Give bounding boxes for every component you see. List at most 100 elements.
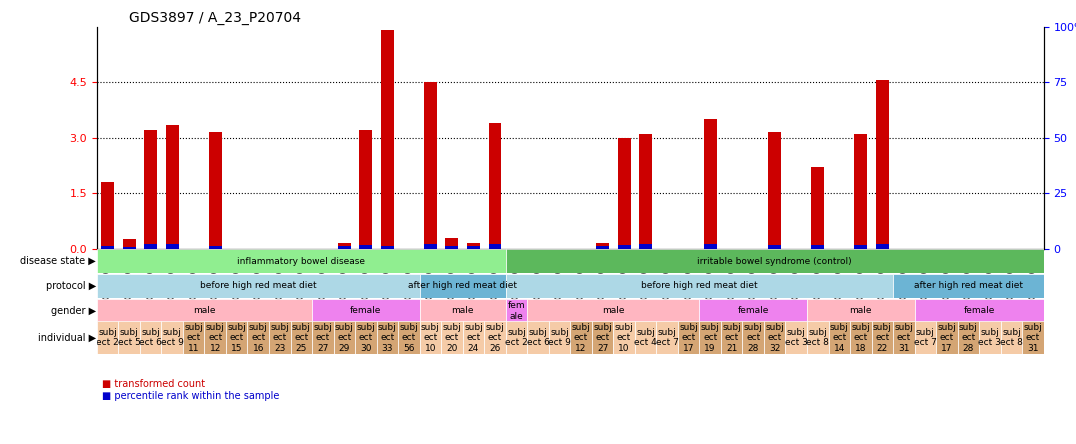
Bar — [936, 321, 958, 354]
Text: subj
ect 2: subj ect 2 — [505, 328, 528, 347]
Bar — [699, 321, 721, 354]
Bar — [506, 274, 893, 298]
Bar — [829, 321, 850, 354]
Bar — [123, 239, 136, 249]
Text: after high red meat diet: after high red meat diet — [914, 281, 1023, 290]
Text: before high red meat diet: before high red meat diet — [641, 281, 758, 290]
Bar — [807, 299, 915, 323]
Text: subj
ect
30: subj ect 30 — [356, 323, 376, 353]
Text: subj
ect
15: subj ect 15 — [227, 323, 246, 353]
Text: female: female — [350, 306, 382, 315]
Text: subj
ect
22: subj ect 22 — [873, 323, 892, 353]
Bar — [144, 244, 157, 249]
Text: subj
ect 7: subj ect 7 — [914, 328, 937, 347]
Bar — [209, 132, 222, 249]
Bar — [678, 321, 699, 354]
Bar — [247, 321, 269, 354]
Bar — [123, 247, 136, 249]
Bar — [854, 134, 867, 249]
Bar — [441, 321, 463, 354]
Text: after high red meat diet: after high red meat diet — [408, 281, 518, 290]
Text: subj
ect
17: subj ect 17 — [679, 323, 698, 353]
Text: subj
ect
11: subj ect 11 — [184, 323, 203, 353]
Bar — [1022, 321, 1044, 354]
Bar — [467, 246, 480, 249]
Bar — [639, 244, 652, 249]
Bar — [915, 299, 1044, 323]
Bar — [721, 321, 742, 354]
Text: male: male — [452, 306, 473, 315]
Bar — [785, 321, 807, 354]
Text: inflammatory bowel disease: inflammatory bowel disease — [238, 257, 365, 266]
Bar — [355, 321, 377, 354]
Text: subj
ect 9: subj ect 9 — [548, 328, 571, 347]
Bar — [979, 321, 1001, 354]
Bar — [506, 249, 1044, 273]
Bar — [958, 321, 979, 354]
Bar — [768, 132, 781, 249]
Text: subj
ect
21: subj ect 21 — [722, 323, 741, 353]
Text: subj
ect 7: subj ect 7 — [655, 328, 679, 347]
Bar — [742, 321, 764, 354]
Text: GDS3897 / A_23_P20704: GDS3897 / A_23_P20704 — [129, 11, 301, 25]
Text: gender ▶: gender ▶ — [51, 306, 96, 316]
Bar — [489, 123, 501, 249]
Bar — [381, 246, 394, 249]
Text: subj
ect
33: subj ect 33 — [378, 323, 397, 353]
Bar — [338, 246, 351, 249]
Bar — [570, 321, 592, 354]
Bar — [338, 243, 351, 249]
Bar — [915, 321, 936, 354]
Bar — [1001, 321, 1022, 354]
Bar — [424, 244, 437, 249]
Bar — [445, 246, 458, 249]
Bar — [445, 238, 458, 249]
Bar — [527, 299, 699, 323]
Text: subj
ect
24: subj ect 24 — [464, 323, 483, 353]
Text: subj
ect
28: subj ect 28 — [959, 323, 978, 353]
Bar — [381, 30, 394, 249]
Text: subj
ect
12: subj ect 12 — [571, 323, 591, 353]
Bar — [699, 299, 807, 323]
Text: subj
ect
10: subj ect 10 — [614, 323, 634, 353]
Bar — [704, 244, 717, 249]
Bar — [334, 321, 355, 354]
Bar — [183, 321, 204, 354]
Text: subj
ect 5: subj ect 5 — [117, 328, 141, 347]
Text: disease state ▶: disease state ▶ — [20, 256, 96, 266]
Bar — [639, 134, 652, 249]
Bar — [484, 321, 506, 354]
Bar — [704, 119, 717, 249]
Bar — [811, 245, 824, 249]
Text: subj
ect
12: subj ect 12 — [206, 323, 225, 353]
Bar — [291, 321, 312, 354]
Bar — [398, 321, 420, 354]
Bar — [97, 249, 506, 273]
Bar — [101, 246, 114, 249]
Bar — [144, 130, 157, 249]
Bar — [312, 321, 334, 354]
Bar — [854, 245, 867, 249]
Bar — [613, 321, 635, 354]
Text: subj
ect 3: subj ect 3 — [978, 328, 1002, 347]
Bar — [420, 274, 506, 298]
Bar — [359, 130, 372, 249]
Bar — [467, 243, 480, 249]
Text: subj
ect
31: subj ect 31 — [894, 323, 914, 353]
Text: female: female — [963, 306, 995, 315]
Bar — [463, 321, 484, 354]
Bar — [656, 321, 678, 354]
Bar — [226, 321, 247, 354]
Bar — [618, 245, 631, 249]
Bar — [377, 321, 398, 354]
Bar — [596, 243, 609, 249]
Text: subj
ect
23: subj ect 23 — [270, 323, 289, 353]
Bar — [118, 321, 140, 354]
Text: subj
ect
29: subj ect 29 — [335, 323, 354, 353]
Bar — [618, 138, 631, 249]
Bar — [764, 321, 785, 354]
Bar — [876, 80, 889, 249]
Text: ■ percentile rank within the sample: ■ percentile rank within the sample — [102, 391, 280, 401]
Bar — [204, 321, 226, 354]
Bar — [850, 321, 872, 354]
